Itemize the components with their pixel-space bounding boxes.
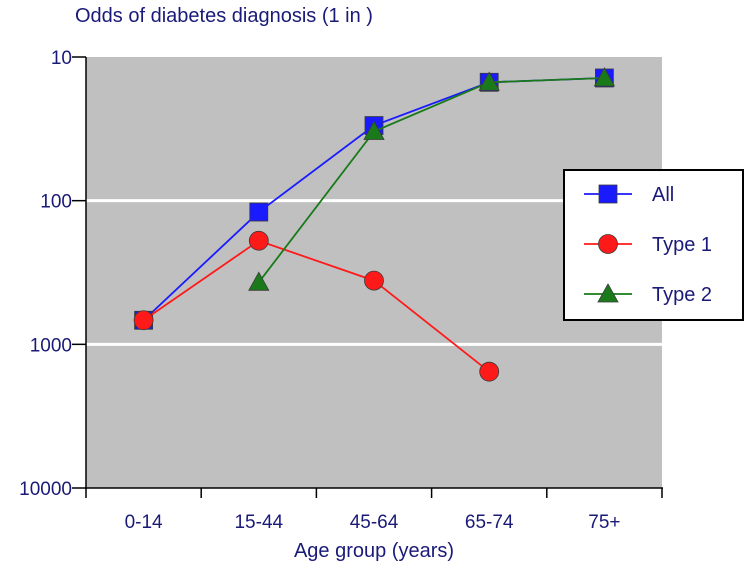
x-tick-label: 0-14 bbox=[125, 512, 163, 533]
x-axis-label: Age group (years) bbox=[294, 540, 454, 562]
data-point bbox=[249, 202, 269, 222]
x-tick-labels: 0-14 15-44 45-64 65-74 75+ bbox=[125, 512, 621, 533]
y-tick-labels: 10 100 1000 10000 bbox=[19, 48, 72, 500]
data-point bbox=[593, 67, 616, 87]
y-tick-label: 10000 bbox=[19, 479, 72, 500]
axes bbox=[72, 56, 663, 498]
data-point bbox=[248, 230, 269, 251]
series-line bbox=[258, 77, 605, 283]
data-point bbox=[363, 120, 385, 140]
data-point bbox=[133, 310, 154, 331]
legend-marker bbox=[598, 234, 618, 254]
data-point bbox=[478, 71, 500, 91]
series-type-1 bbox=[133, 230, 500, 382]
legend-box bbox=[563, 169, 744, 321]
legend-label: Type 1 bbox=[652, 234, 712, 256]
chart-title: Odds of diabetes diagnosis (1 in ) bbox=[75, 5, 373, 27]
data-point bbox=[364, 270, 384, 291]
y-tick-label: 10 bbox=[51, 48, 72, 69]
legend-item: All bbox=[584, 184, 674, 206]
data-point bbox=[248, 271, 270, 291]
x-tick-label: 45-64 bbox=[350, 512, 399, 533]
legend-marker bbox=[597, 283, 619, 303]
y-tick-label: 1000 bbox=[30, 335, 72, 356]
legend: All Type 1 Type 2 bbox=[563, 169, 744, 321]
legend-item: Type 1 bbox=[584, 234, 712, 256]
series-type-2 bbox=[248, 67, 616, 291]
legend-label: All bbox=[652, 184, 674, 206]
legend-label: Type 2 bbox=[652, 284, 712, 306]
legend-item: Type 2 bbox=[584, 283, 712, 306]
x-tick-label: 75+ bbox=[588, 512, 620, 533]
series-layer bbox=[133, 67, 616, 382]
legend-marker bbox=[598, 184, 618, 204]
x-tick-label: 65-74 bbox=[465, 512, 514, 533]
data-point bbox=[479, 361, 500, 382]
y-tick-label: 100 bbox=[40, 192, 72, 213]
series-line bbox=[143, 239, 490, 373]
x-tick-label: 15-44 bbox=[234, 512, 283, 533]
